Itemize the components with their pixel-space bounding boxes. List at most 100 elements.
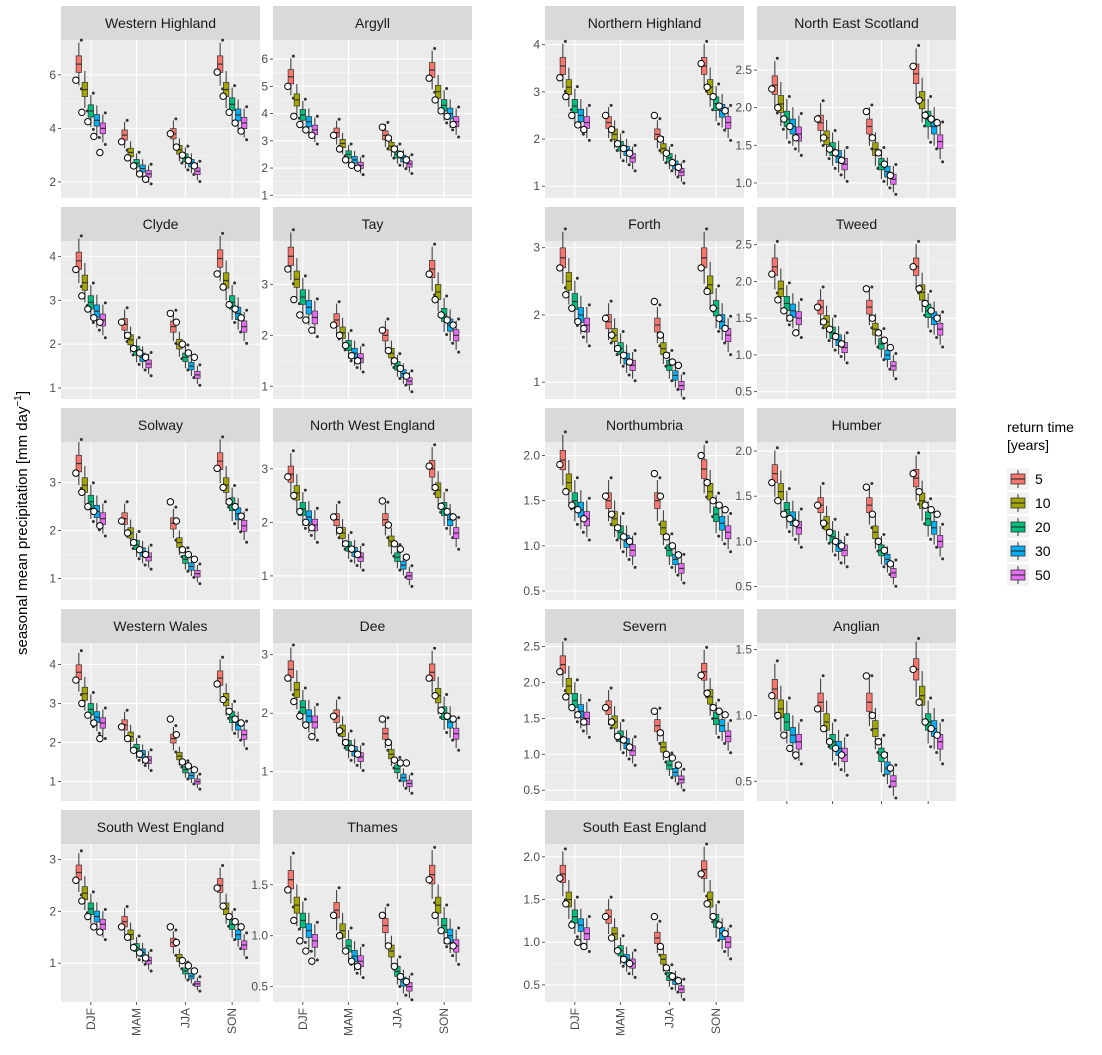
- reference-point: [437, 311, 445, 319]
- box-jja-50: [402, 153, 414, 175]
- reference-point: [284, 674, 292, 682]
- reference-point: [335, 526, 344, 535]
- box-outlier: [793, 147, 797, 151]
- panel-strip: [757, 6, 956, 40]
- reference-point: [431, 911, 439, 920]
- box-son-50: [933, 510, 945, 561]
- box-son-10: [703, 880, 715, 924]
- reference-point: [341, 947, 350, 955]
- reference-point: [141, 353, 150, 362]
- box-outlier: [882, 179, 886, 183]
- reference-point: [574, 317, 582, 326]
- reference-point: [335, 331, 344, 339]
- reference-point: [619, 351, 628, 359]
- reference-point: [886, 764, 895, 772]
- y-tick-label: 2.0: [523, 676, 540, 690]
- box-outlier: [315, 958, 319, 962]
- reference-point: [449, 321, 457, 329]
- x-tick-label: DJF: [296, 1008, 310, 1030]
- box-outlier: [198, 787, 202, 791]
- box-outlier: [291, 643, 295, 647]
- box-outlier: [929, 745, 933, 749]
- box-son-30: [231, 498, 243, 534]
- reference-point: [166, 715, 175, 723]
- reference-point: [184, 156, 193, 165]
- y-tick-label: 2: [261, 328, 268, 342]
- y-tick-label: 3: [49, 853, 56, 867]
- reference-point: [662, 351, 671, 359]
- y-tick-label: 4: [533, 38, 540, 52]
- box-outlier: [233, 731, 237, 735]
- box-outlier: [670, 986, 674, 990]
- reference-point: [123, 933, 132, 941]
- box-outlier: [349, 359, 353, 363]
- reference-point: [607, 125, 616, 134]
- box-outlier: [315, 335, 319, 339]
- reference-point: [613, 947, 622, 955]
- y-tick-label: 2.0: [735, 444, 752, 458]
- legend-entry-10: 10: [1007, 492, 1051, 514]
- y-tick-label: 1.0: [251, 929, 268, 943]
- reference-point: [78, 897, 86, 905]
- box-djf-10: [290, 884, 301, 931]
- reference-point: [425, 270, 433, 278]
- y-tick-label: 1: [261, 569, 268, 583]
- box-son-20: [437, 903, 449, 949]
- box-djf-10: [290, 670, 301, 714]
- box-mam-20: [129, 530, 141, 561]
- y-tick-label: 4: [261, 107, 268, 121]
- box-outlier: [361, 370, 365, 374]
- box-djf-50: [580, 303, 591, 348]
- reference-point: [78, 488, 86, 496]
- box-outlier: [451, 341, 455, 345]
- reference-point: [231, 502, 239, 511]
- box-djf-10: [562, 258, 573, 310]
- box-outlier: [575, 522, 579, 526]
- legend: return time [years] 5 10 20 30 50: [1007, 419, 1074, 586]
- box-outlier: [198, 975, 202, 979]
- box-son-30: [715, 501, 727, 546]
- reference-point: [825, 145, 834, 153]
- box-jja-50: [402, 972, 414, 1002]
- box-djf-30: [786, 715, 797, 760]
- box-mam-20: [341, 729, 353, 762]
- box-outlier: [587, 496, 591, 500]
- box-outlier: [79, 849, 83, 853]
- reference-point: [556, 668, 564, 676]
- box-djf-50: [792, 507, 803, 549]
- reference-point: [184, 962, 193, 970]
- box-outlier: [717, 82, 721, 86]
- box-outlier: [787, 281, 791, 285]
- reference-point: [715, 921, 723, 929]
- y-tick-label: 1: [533, 375, 540, 389]
- box-outlier: [445, 488, 449, 492]
- box-outlier: [457, 962, 461, 966]
- box-djf-30: [574, 99, 585, 136]
- box-son-5: [213, 231, 225, 287]
- reference-point: [662, 533, 671, 541]
- box-outlier: [845, 331, 849, 335]
- box-outlier: [723, 128, 727, 132]
- box-outlier: [775, 659, 779, 663]
- box-djf-5: [72, 38, 83, 91]
- box-outlier: [149, 162, 153, 166]
- box-son-20: [225, 84, 237, 126]
- box-outlier: [303, 274, 307, 278]
- box-outlier: [894, 163, 898, 167]
- reference-point: [915, 285, 923, 293]
- box-outlier: [621, 130, 625, 134]
- y-tick-label: 2: [49, 524, 56, 538]
- box-outlier: [833, 762, 837, 766]
- box-outlier: [297, 927, 301, 931]
- box-jja-20: [178, 546, 190, 573]
- box-mam-50: [353, 343, 365, 374]
- reference-point: [402, 759, 411, 767]
- box-jja-20: [390, 540, 402, 572]
- box-outlier: [103, 938, 107, 942]
- box-jja-5: [166, 117, 178, 151]
- reference-point: [341, 738, 350, 747]
- box-outlier: [233, 321, 237, 325]
- box-outlier: [410, 390, 414, 394]
- box-mam-50: [837, 733, 849, 777]
- box-son-50: [721, 314, 733, 357]
